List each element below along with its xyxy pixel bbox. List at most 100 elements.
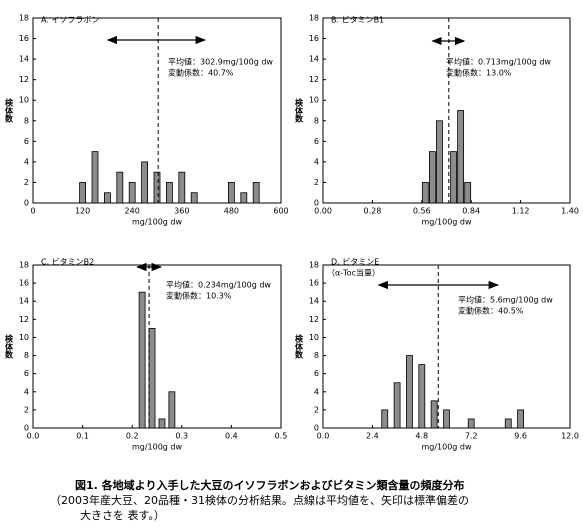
bar <box>436 120 443 204</box>
y-tick-label: 14 <box>309 297 319 306</box>
bar <box>138 291 146 429</box>
panel-title: D. ビタミンE <box>331 258 379 267</box>
bar <box>517 409 524 429</box>
x-tick-label: 360 <box>174 207 189 216</box>
x-tick-label: 1.40 <box>561 207 579 216</box>
y-tick-label: 0 <box>24 424 29 433</box>
stat-annotation: 平均値：0.234mg/100g dw <box>166 280 271 290</box>
y-tick-label: 4 <box>24 157 29 166</box>
x-tick-label: 0.28 <box>363 207 381 216</box>
bar <box>443 409 450 429</box>
y-tick-label: 6 <box>314 369 319 378</box>
bar <box>430 400 438 429</box>
stat-annotation: 平均値：5.6mg/100g dw <box>458 295 553 305</box>
y-axis-label: 検体数 <box>294 334 304 360</box>
bar <box>418 364 426 429</box>
y-tick-label: 18 <box>309 261 319 270</box>
x-tick-label: 240 <box>125 207 140 216</box>
x-tick-label: 0.4 <box>225 432 238 441</box>
y-tick-label: 6 <box>24 137 29 146</box>
stat-annotation: 変動係数：40.5% <box>458 306 524 316</box>
y-tick-label: 18 <box>19 261 29 270</box>
bar <box>153 171 161 204</box>
x-tick-label: 480 <box>224 207 239 216</box>
y-tick-label: 0 <box>314 199 319 208</box>
bar <box>227 182 235 204</box>
x-tick-label: 9.6 <box>514 432 527 441</box>
y-tick-label: 2 <box>314 178 319 187</box>
panel-title: C. ビタミンB2 <box>41 258 94 267</box>
bar <box>450 151 457 204</box>
x-tick-label: 1.12 <box>512 207 530 216</box>
y-tick-label: 0 <box>24 199 29 208</box>
bar <box>168 391 176 429</box>
y-tick-label: 16 <box>309 279 319 288</box>
stat-annotation: 変動係数：10.3% <box>166 291 232 301</box>
y-tick-label: 16 <box>19 279 29 288</box>
bar <box>190 192 198 204</box>
x-tick-label: 0.84 <box>462 207 480 216</box>
bar <box>457 110 465 204</box>
stat-annotation: 平均値：302.9mg/100g dw <box>168 57 273 67</box>
x-tick-label: 0.2 <box>126 432 139 441</box>
bar <box>116 171 124 204</box>
x-tick-label: 7.2 <box>465 432 478 441</box>
y-tick-label: 18 <box>19 14 29 23</box>
x-tick-label: 120 <box>75 207 90 216</box>
x-axis-label: mg/100g dw <box>132 218 183 227</box>
bar <box>240 192 248 204</box>
x-tick-label: 0.3 <box>175 432 188 441</box>
bar <box>165 182 173 204</box>
bar <box>406 355 413 429</box>
stat-annotation: 変動係数：40.7% <box>168 68 234 78</box>
y-tick-label: 16 <box>19 34 29 43</box>
y-tick-label: 4 <box>314 387 319 396</box>
y-tick-label: 12 <box>309 75 319 84</box>
panel-title: A. イソフラボン <box>41 16 99 25</box>
y-tick-label: 0 <box>314 424 319 433</box>
y-tick-label: 18 <box>309 14 319 23</box>
y-tick-label: 10 <box>309 96 319 105</box>
y-tick-label: 10 <box>19 333 29 342</box>
bar <box>148 327 156 429</box>
y-tick-label: 2 <box>24 178 29 187</box>
plot-frame <box>322 17 571 204</box>
y-tick-label: 12 <box>19 315 29 324</box>
bar <box>104 192 111 204</box>
x-tick-label: 0.5 <box>275 432 288 441</box>
x-tick-label: 0.0 <box>317 432 330 441</box>
y-tick-label: 8 <box>314 116 319 125</box>
bar <box>381 409 389 429</box>
bar <box>464 182 472 204</box>
x-tick-label: 0.1 <box>76 432 89 441</box>
caption-line: 大きさを 表す。） <box>80 508 165 522</box>
y-tick-label: 2 <box>314 405 319 414</box>
x-tick-label: 12.0 <box>561 432 579 441</box>
y-tick-label: 10 <box>19 96 29 105</box>
stat-annotation: 変動係数：13.0% <box>446 68 512 78</box>
y-tick-label: 12 <box>19 75 29 84</box>
y-tick-label: 16 <box>309 34 319 43</box>
x-tick-label: 2.4 <box>366 432 379 441</box>
y-tick-label: 14 <box>19 297 29 306</box>
bar <box>393 382 401 429</box>
y-tick-label: 8 <box>24 351 29 360</box>
y-tick-label: 8 <box>24 116 29 125</box>
bar <box>141 161 149 204</box>
panel-title: B. ビタミンB1 <box>331 16 384 25</box>
x-axis-label: mg/100g dw <box>132 443 183 452</box>
bar <box>91 151 99 204</box>
bar <box>504 418 512 429</box>
y-tick-label: 14 <box>309 55 319 64</box>
y-tick-label: 6 <box>314 137 319 146</box>
y-tick-label: 14 <box>19 55 29 64</box>
panel-subtitle: （α-Toc当量） <box>327 268 380 278</box>
x-tick-label: 0.56 <box>413 207 431 216</box>
y-tick-label: 2 <box>24 405 29 414</box>
y-axis-label: 検体数 <box>4 98 14 124</box>
bar <box>467 418 475 429</box>
y-tick-label: 4 <box>24 387 29 396</box>
y-tick-label: 4 <box>314 157 319 166</box>
caption-line: （2003年産大豆、20品種・31検体の分析結果。点線は平均値を、矢印は標準偏差… <box>50 493 469 507</box>
y-tick-label: 6 <box>24 369 29 378</box>
